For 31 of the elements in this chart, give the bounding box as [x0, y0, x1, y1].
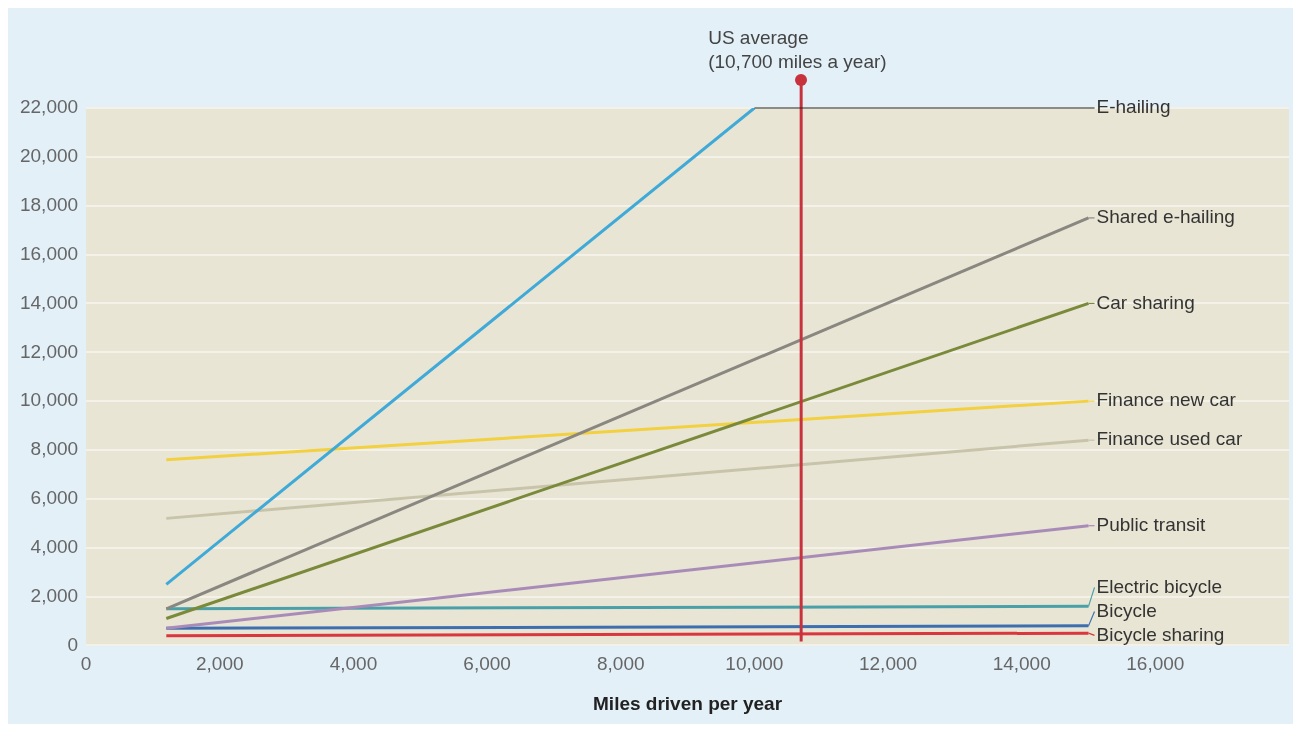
y-tick-label: 22,000	[19, 96, 79, 118]
legend-label: Bicycle	[1096, 599, 1157, 621]
legend-label: Public transit	[1096, 513, 1207, 535]
y-tick-label: 8,000	[30, 438, 79, 460]
x-tick-label: 12,000	[858, 653, 918, 675]
x-tick-label: 8,000	[596, 653, 645, 675]
x-axis-title: Miles driven per year	[593, 692, 783, 714]
legend-label: Finance new car	[1096, 389, 1237, 411]
y-tick-label: 12,000	[19, 340, 79, 362]
y-tick-label: 4,000	[30, 535, 79, 557]
ref-line-label: US average (10,700 miles a year)	[708, 27, 887, 72]
y-tick-label: 10,000	[19, 389, 79, 411]
y-tick-label: 14,000	[19, 291, 79, 313]
y-tick-label: 6,000	[30, 487, 79, 509]
x-tick-label: 16,000	[1126, 653, 1185, 675]
legend-label: Shared e-hailing	[1096, 206, 1235, 228]
y-tick-label: 2,000	[30, 584, 79, 606]
y-tick-label: 0	[67, 633, 79, 655]
x-tick-label: 6,000	[463, 653, 511, 675]
legend-label: Finance used car	[1096, 428, 1243, 450]
legend-label: Electric bicycle	[1096, 575, 1223, 597]
legend-label: Car sharing	[1096, 291, 1195, 313]
y-tick-label: 16,000	[19, 242, 79, 264]
x-tick-label: 2,000	[195, 653, 244, 675]
text: E-hailing	[1096, 96, 1171, 118]
x-tick-label: 14,000	[992, 653, 1051, 675]
series-label: Bicycle sharing	[1096, 623, 1225, 645]
y-tick-label: 20,000	[19, 145, 79, 167]
x-tick-label: 4,000	[329, 653, 378, 675]
y-tick-label: 18,000	[19, 193, 79, 215]
x-tick-label: 10,000	[725, 653, 784, 675]
